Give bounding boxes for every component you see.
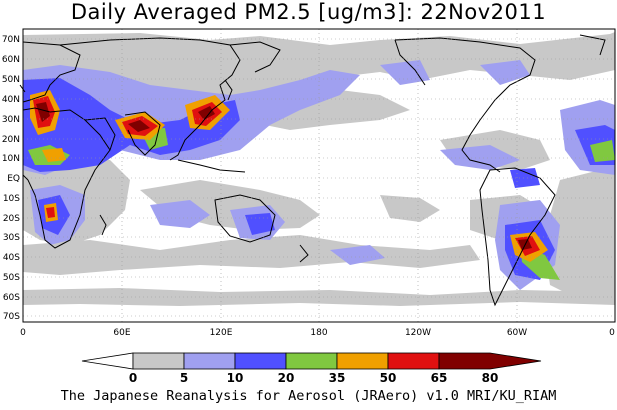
lat-label: 20S [3,214,20,224]
lat-label: 30S [3,233,20,243]
colorbar-label: 10 [227,371,244,385]
footer-credit: The Japanese Reanalysis for Aerosol (JRA… [60,388,557,404]
lon-label: 60E [113,328,130,338]
lat-label: 40N [2,95,20,105]
colorbar: 0 5 10 20 35 50 65 80 [81,352,542,385]
colorbar-swatch-5 [336,352,389,370]
colorbar-swatch-2 [183,352,236,370]
colorbar-label: 80 [482,371,499,385]
lon-label: 0 [609,328,615,338]
colorbar-label: 65 [431,371,448,385]
lat-label: 30N [2,115,20,125]
lat-label: 20N [2,135,20,145]
colorbar-swatch-6 [387,352,440,370]
lon-label: 0 [20,328,26,338]
colorbar-label: 20 [278,371,295,385]
lat-label: 40S [3,253,20,263]
colorbar-label: 0 [129,371,137,385]
lat-label: 70S [3,312,20,322]
lat-label: EQ [7,174,20,184]
colorbar-label: 50 [380,371,397,385]
map-panel [19,28,616,323]
lat-label: 60N [2,55,20,65]
colorbar-label: 5 [180,371,188,385]
colorbar-swatch-1 [132,352,185,370]
colorbar-swatch-7 [438,352,542,370]
lon-label: 120W [405,328,431,338]
lon-label: 60W [507,328,527,338]
longitude-labels: 0 60E 120E 180 120W 60W 0 [20,328,615,338]
lat-label: 10N [2,154,20,164]
coastline-outlines [19,34,606,307]
lat-label: 10S [3,194,20,204]
map-frame [22,28,616,323]
lat-lon-gridlines [23,29,615,322]
colorbar-label: 35 [329,371,346,385]
lat-label: 60S [3,293,20,303]
map-title: Daily Averaged PM2.5 [ug/m3]: 22Nov2011 [70,0,547,24]
colorbar-swatch-0 [81,352,134,370]
latitude-labels: 70N 60N 50N 40N 30N 20N 10N EQ 10S 20S 3… [2,35,20,322]
lat-label: 70N [2,35,20,45]
lon-label: 180 [310,328,327,338]
lat-label: 50N [2,75,20,85]
lon-label: 120E [210,328,233,338]
colorbar-swatch-4 [285,352,338,370]
colorbar-swatch-3 [234,352,287,370]
lat-label: 50S [3,273,20,283]
